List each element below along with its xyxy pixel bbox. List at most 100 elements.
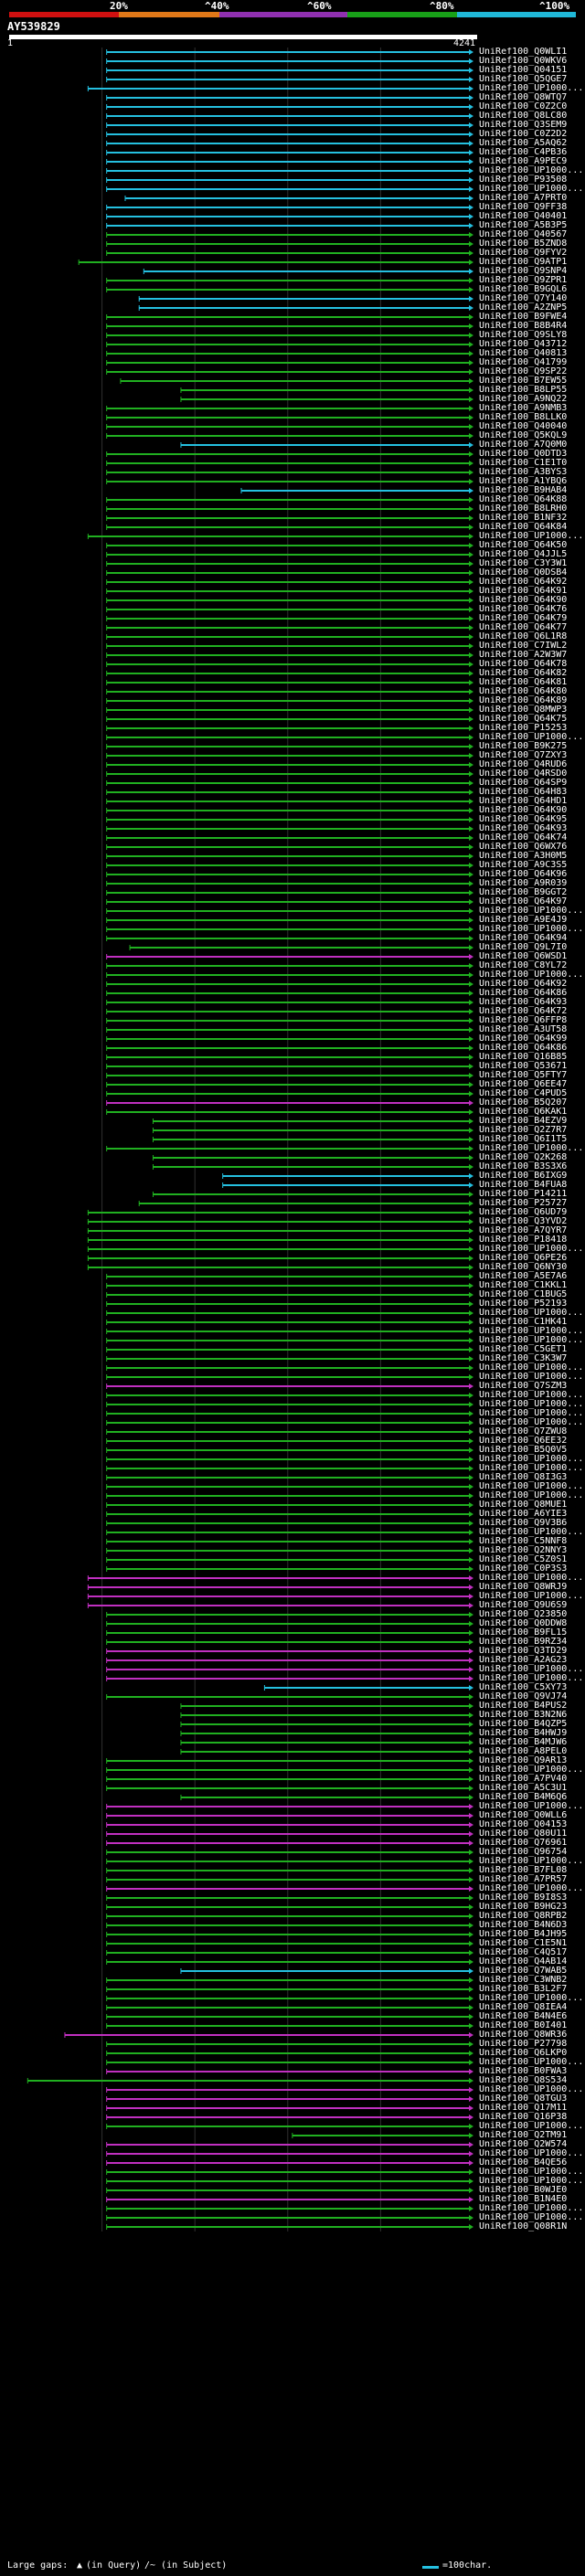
hit-row[interactable] bbox=[106, 2160, 473, 2166]
hit-label[interactable]: UniRef100_B7FL08 bbox=[479, 1865, 568, 1875]
hit-label[interactable]: UniRef100_A9NQ22 bbox=[479, 394, 568, 404]
hit-row[interactable] bbox=[106, 1950, 473, 1956]
hit-label[interactable]: UniRef100_Q43712 bbox=[479, 339, 568, 349]
hit-row[interactable] bbox=[106, 790, 473, 795]
hit-label[interactable]: UniRef100_Q6KAK1 bbox=[479, 1107, 568, 1117]
hit-label[interactable]: UniRef100_A3UT58 bbox=[479, 1024, 568, 1034]
hit-row[interactable] bbox=[106, 1612, 473, 1617]
hit-label[interactable]: UniRef100_Q40813 bbox=[479, 348, 568, 358]
hit-label[interactable]: UniRef100_Q64SP9 bbox=[479, 778, 568, 788]
hit-row[interactable] bbox=[27, 2078, 473, 2083]
hit-label[interactable]: UniRef100_Q6WX76 bbox=[479, 842, 568, 852]
hit-row[interactable] bbox=[87, 1228, 473, 1234]
hit-label[interactable]: UniRef100_Q64K96 bbox=[479, 869, 568, 879]
hit-label[interactable]: UniRef100_A7PRT0 bbox=[479, 193, 568, 203]
hit-row[interactable] bbox=[106, 223, 473, 228]
hit-label[interactable]: UniRef100_Q04151 bbox=[479, 65, 568, 75]
hit-label[interactable]: UniRef100_P93508 bbox=[479, 175, 568, 185]
hit-label[interactable]: UniRef100_B1NF32 bbox=[479, 513, 568, 523]
hit-label[interactable]: UniRef100_Q3YVD2 bbox=[479, 1216, 568, 1226]
hit-row[interactable] bbox=[106, 744, 473, 749]
hit-label[interactable]: UniRef100_A2ZNP5 bbox=[479, 302, 568, 313]
hit-row[interactable] bbox=[180, 442, 473, 448]
hit-row[interactable] bbox=[106, 1320, 473, 1325]
hit-label[interactable]: UniRef100_Q64K78 bbox=[479, 659, 568, 669]
hit-row[interactable] bbox=[138, 296, 473, 302]
hit-label[interactable]: UniRef100_Q16B85 bbox=[479, 1052, 568, 1062]
hit-row[interactable] bbox=[106, 1484, 473, 1489]
hit-label[interactable]: UniRef100_Q64K92 bbox=[479, 577, 568, 587]
hit-label[interactable]: UniRef100_Q8LC80 bbox=[479, 111, 568, 121]
hit-label[interactable]: UniRef100_UP1000... bbox=[479, 1326, 584, 1336]
hit-label[interactable]: UniRef100_Q64K82 bbox=[479, 668, 568, 678]
hit-label[interactable]: UniRef100_Q64K90 bbox=[479, 805, 568, 815]
hit-label[interactable]: UniRef100_UP1000... bbox=[479, 1417, 584, 1427]
hit-label[interactable]: UniRef100_UP1000... bbox=[479, 906, 584, 916]
hit-label[interactable]: UniRef100_Q64K50 bbox=[479, 540, 568, 550]
hit-label[interactable]: UniRef100_Q64K86 bbox=[479, 1043, 568, 1053]
hit-label[interactable]: UniRef100_Q64K72 bbox=[479, 1006, 568, 1016]
hit-label[interactable]: UniRef100_B0WJE0 bbox=[479, 2185, 568, 2195]
hit-label[interactable]: UniRef100_B8LRH0 bbox=[479, 504, 568, 514]
hit-label[interactable]: UniRef100_A7PV40 bbox=[479, 1774, 568, 1784]
hit-row[interactable] bbox=[106, 1987, 473, 1992]
hit-label[interactable]: UniRef100_Q6I1T5 bbox=[479, 1134, 568, 1144]
hit-label[interactable]: UniRef100_Q9FYV2 bbox=[479, 248, 568, 258]
hit-row[interactable] bbox=[106, 1804, 473, 1809]
hit-label[interactable]: UniRef100_UP1000... bbox=[479, 2176, 584, 2186]
hit-row[interactable] bbox=[106, 141, 473, 146]
hit-label[interactable]: UniRef100_Q2K268 bbox=[479, 1152, 568, 1162]
hit-label[interactable]: UniRef100_Q64K80 bbox=[479, 686, 568, 696]
hit-label[interactable]: UniRef100_B3S3X6 bbox=[479, 1161, 568, 1171]
hit-row[interactable] bbox=[106, 1831, 473, 1837]
hit-row[interactable] bbox=[106, 1758, 473, 1764]
hit-label[interactable]: UniRef100_C3Y3W1 bbox=[479, 558, 568, 568]
hit-label[interactable]: UniRef100_B9HAB4 bbox=[479, 485, 568, 495]
hit-label[interactable]: UniRef100_A9E4J9 bbox=[479, 915, 568, 925]
hit-label[interactable]: UniRef100_A6YIE3 bbox=[479, 1509, 568, 1519]
hit-label[interactable]: UniRef100_UP1000... bbox=[479, 1481, 584, 1491]
hit-row[interactable] bbox=[106, 799, 473, 804]
hit-label[interactable]: UniRef100_Q9U6S9 bbox=[479, 1600, 568, 1610]
hit-row[interactable] bbox=[87, 1585, 473, 1590]
hit-label[interactable]: UniRef100_Q7ZWU8 bbox=[479, 1426, 568, 1436]
hit-label[interactable]: UniRef100_UP1000... bbox=[479, 1408, 584, 1418]
hit-label[interactable]: UniRef100_C0P3S3 bbox=[479, 1564, 568, 1574]
hit-row[interactable] bbox=[106, 424, 473, 429]
hit-label[interactable]: UniRef100_UP1000... bbox=[479, 1673, 584, 1683]
hit-label[interactable]: UniRef100_C4PUD5 bbox=[479, 1088, 568, 1098]
hit-row[interactable] bbox=[106, 2151, 473, 2157]
hit-row[interactable] bbox=[106, 2115, 473, 2120]
hit-row[interactable] bbox=[106, 1904, 473, 1910]
hit-label[interactable]: UniRef100_UP1000... bbox=[479, 1664, 584, 1674]
hit-row[interactable] bbox=[106, 1009, 473, 1014]
hit-row[interactable] bbox=[106, 753, 473, 758]
hit-label[interactable]: UniRef100_C3K3W7 bbox=[479, 1353, 568, 1363]
hit-label[interactable]: UniRef100_Q16P38 bbox=[479, 2112, 568, 2122]
hit-row[interactable] bbox=[106, 1648, 473, 1654]
hit-row[interactable] bbox=[106, 1100, 473, 1106]
hit-row[interactable] bbox=[106, 1301, 473, 1307]
hit-label[interactable]: UniRef100_Q6UD79 bbox=[479, 1207, 568, 1217]
hit-row[interactable] bbox=[106, 607, 473, 612]
hit-row[interactable] bbox=[106, 451, 473, 457]
hit-row[interactable] bbox=[106, 1859, 473, 1864]
hit-row[interactable] bbox=[106, 1036, 473, 1042]
hit-label[interactable]: UniRef100_UP1000... bbox=[479, 970, 584, 980]
hit-row[interactable] bbox=[106, 2041, 473, 2047]
hit-label[interactable]: UniRef100_UP1000... bbox=[479, 1591, 584, 1601]
hit-label[interactable]: UniRef100_UP1000... bbox=[479, 1573, 584, 1583]
hit-row[interactable] bbox=[106, 936, 473, 941]
hit-row[interactable] bbox=[106, 360, 473, 366]
hit-label[interactable]: UniRef100_Q64H83 bbox=[479, 787, 568, 797]
hit-row[interactable] bbox=[106, 1941, 473, 1946]
hit-row[interactable] bbox=[106, 1073, 473, 1078]
hit-label[interactable]: UniRef100_P18418 bbox=[479, 1235, 568, 1245]
hit-row[interactable] bbox=[106, 1420, 473, 1426]
hit-row[interactable] bbox=[106, 1786, 473, 1791]
hit-label[interactable]: UniRef100_UP1000... bbox=[479, 1143, 584, 1153]
hit-row[interactable] bbox=[106, 415, 473, 420]
hit-label[interactable]: UniRef100_B9RZ34 bbox=[479, 1637, 568, 1647]
hit-row[interactable] bbox=[106, 1429, 473, 1435]
hit-row[interactable] bbox=[106, 662, 473, 667]
